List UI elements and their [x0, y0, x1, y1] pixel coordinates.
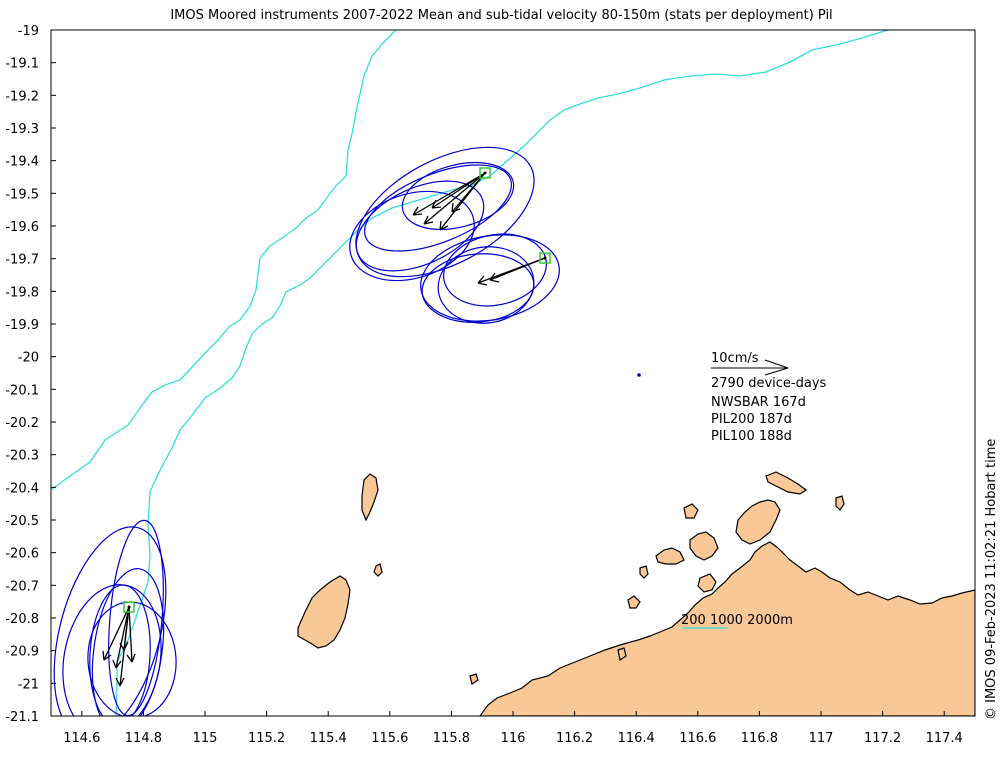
y-tick-label: -20 — [18, 351, 39, 366]
island-small-j — [683, 503, 699, 519]
island-small-e — [627, 595, 641, 609]
dampier-islands — [735, 499, 781, 545]
arrow-layer — [102, 172, 546, 687]
variance-ellipse — [91, 568, 165, 716]
barrow-island — [297, 575, 351, 649]
island-small-a — [655, 547, 685, 565]
variance-ellipse — [355, 180, 485, 272]
x-tick-label: 115 — [193, 731, 218, 746]
x-tick-label: 116.6 — [679, 731, 716, 746]
velocity-arrow — [431, 172, 486, 209]
y-tick-label: -19.6 — [5, 220, 39, 235]
island-small-d — [697, 573, 717, 593]
isobath-200m — [51, 30, 397, 491]
station-label: PIL200 187d — [711, 412, 792, 427]
y-tick-label: -19.3 — [5, 122, 39, 137]
station-label: NWSBAR 167d — [711, 395, 806, 410]
y-tick-label: -20.6 — [5, 547, 39, 562]
y-tick-label: -21.1 — [5, 710, 39, 725]
y-tick-label: -19.2 — [5, 89, 39, 104]
station-label: PIL100 188d — [711, 429, 792, 444]
y-tick-label: -20.7 — [5, 579, 39, 594]
x-tick-label: 115.2 — [248, 731, 285, 746]
island-small-c — [361, 473, 379, 522]
variance-ellipse — [89, 584, 151, 716]
isobath-1000m — [115, 30, 889, 716]
land-layer — [297, 471, 975, 716]
island-small-k — [617, 647, 627, 661]
x-tick-label: 115.4 — [310, 731, 347, 746]
mooring-marker — [479, 167, 491, 179]
mooring-dot — [127, 605, 131, 609]
variance-ellipse — [349, 190, 475, 282]
y-tick-label: -20.3 — [5, 449, 39, 464]
y-tick-label: -19.5 — [5, 187, 39, 202]
velocity-arrow — [119, 606, 130, 651]
isobath-layer — [51, 30, 889, 716]
y-tick-label: -19.8 — [5, 285, 39, 300]
timestamp-label: © IMOS 09-Feb-2023 11:02:21 Hobart time — [984, 438, 999, 720]
velocity-arrow — [126, 606, 136, 663]
island-small-i — [373, 563, 383, 577]
device-days-label: 2790 device-days — [711, 376, 827, 391]
y-tick-label: -19.1 — [5, 57, 39, 72]
mooring-dot — [483, 171, 487, 175]
x-tick-label: 115.8 — [433, 731, 470, 746]
mooring-marker — [123, 601, 135, 613]
x-tick-label: 117 — [809, 731, 834, 746]
island-small-g — [639, 565, 649, 579]
y-tick-label: -21 — [18, 677, 39, 692]
mooring-dot — [543, 256, 547, 260]
velocity-arrow — [412, 172, 486, 216]
x-tick-label: 116.2 — [556, 731, 593, 746]
x-tick-label: 116.8 — [741, 731, 778, 746]
y-tick-label: -20.4 — [5, 481, 39, 496]
mainland-coast — [479, 541, 975, 716]
x-tick-label: 114.6 — [63, 731, 100, 746]
variance-ellipse — [363, 164, 513, 252]
velocity-arrow — [423, 172, 486, 225]
y-tick-label: -20.8 — [5, 612, 39, 627]
x-tick-label: 117.2 — [864, 731, 901, 746]
x-tick-label: 116.4 — [618, 731, 655, 746]
isobath-label: 200 1000 2000m — [681, 613, 793, 628]
velocity-arrow — [102, 606, 130, 661]
y-tick-label: -19.4 — [5, 155, 39, 170]
y-axis: -19 -19.1 -19.2 -19.3 -19.4 -19.5 -19.6 -19.7 -1… — [5, 24, 56, 725]
burrup-island — [689, 531, 719, 561]
mooring-layer[interactable] — [123, 167, 551, 613]
y-tick-label: -20.5 — [5, 514, 39, 529]
x-tick-label: 116 — [501, 731, 526, 746]
variance-ellipse — [53, 526, 167, 716]
island-small-b — [765, 471, 808, 495]
island-small-h — [469, 673, 479, 685]
y-tick-label: -20.1 — [5, 383, 39, 398]
x-tick-label: 117.4 — [926, 731, 963, 746]
map-title: IMOS Moored instruments 2007-2022 Mean a… — [170, 8, 833, 23]
y-tick-label: -20.2 — [5, 416, 39, 431]
y-tick-label: -19.7 — [5, 253, 39, 268]
variance-ellipse — [437, 246, 535, 324]
y-tick-label: -19.9 — [5, 318, 39, 333]
mooring-marker — [539, 252, 551, 264]
velocity-arrow — [489, 257, 546, 283]
x-tick-label: 114.8 — [125, 731, 162, 746]
stray-point — [637, 373, 641, 377]
y-tick-label: -20.9 — [5, 645, 39, 660]
x-tick-label: 115.6 — [371, 731, 408, 746]
y-tick-label: -19 — [18, 24, 39, 39]
scale-arrow — [711, 359, 789, 376]
legend: 10cm/s 2790 device-days NWSBAR 167d PIL2… — [681, 351, 827, 629]
velocity-arrow — [451, 172, 486, 213]
velocity-arrow — [112, 606, 130, 669]
x-axis: 114.6 114.8 115 115.2 115.4 115.6 115.8 116 116.… — [63, 711, 963, 746]
variance-ellipse — [401, 162, 515, 230]
island-small-f — [835, 495, 845, 511]
scale-label: 10cm/s — [711, 351, 759, 366]
